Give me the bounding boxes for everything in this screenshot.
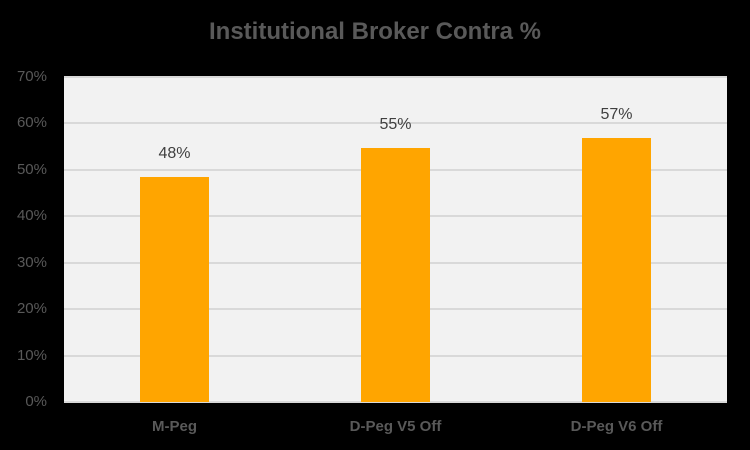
y-tick-label: 0% — [25, 393, 47, 410]
y-tick-label: 50% — [16, 160, 47, 178]
y-tick-label: 30% — [16, 253, 47, 271]
data-label: 57% — [600, 105, 633, 123]
chart-title: Institutional Broker Contra % — [208, 18, 542, 45]
gridline — [64, 122, 727, 125]
y-tick-label: 20% — [16, 300, 47, 318]
bar — [140, 176, 209, 402]
x-tick-label: M-Peg — [152, 418, 197, 435]
x-tick-label: D-Peg V5 Off — [349, 418, 442, 435]
plot-area: 48% 55% 57% — [64, 76, 727, 403]
y-tick-label: 40% — [16, 207, 47, 225]
y-tick-label: 10% — [16, 346, 47, 364]
bar — [582, 137, 651, 402]
gridline — [64, 401, 727, 403]
x-tick-label: D-Peg V6 Off — [570, 418, 663, 435]
data-label: 48% — [158, 144, 191, 162]
y-tick-label: 70% — [16, 68, 47, 85]
bar — [361, 148, 430, 402]
y-tick-label: 60% — [16, 114, 47, 132]
data-label: 55% — [379, 116, 412, 134]
gridline — [64, 76, 727, 78]
